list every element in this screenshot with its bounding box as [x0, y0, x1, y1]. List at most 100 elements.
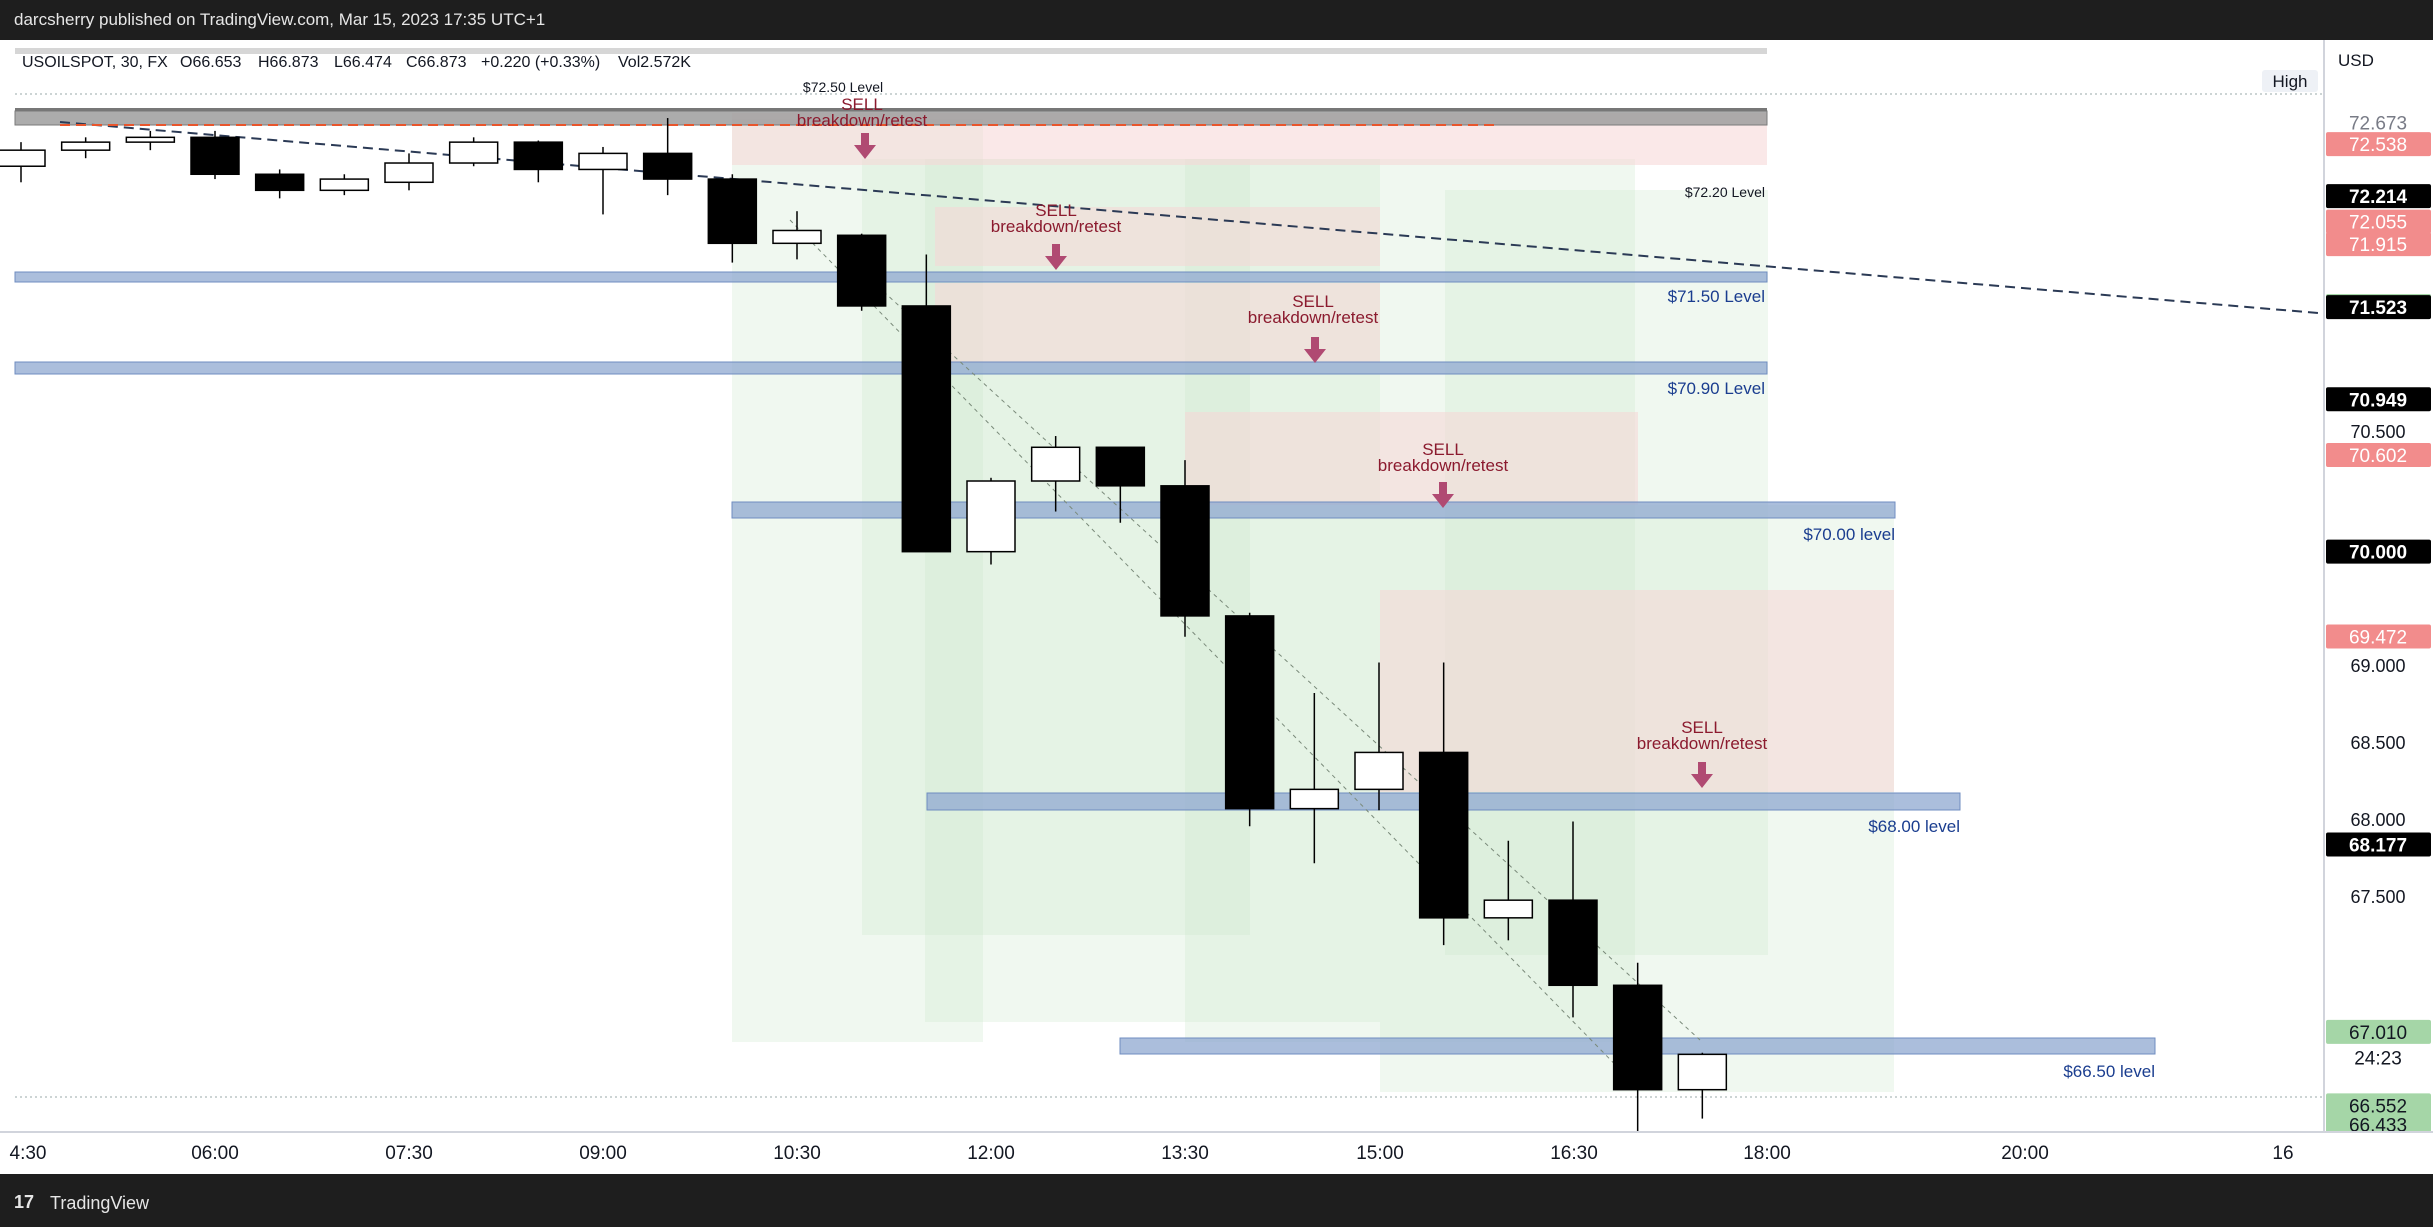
sell-label-2: SELL [1292, 292, 1334, 311]
price-tag-bg-14 [2326, 1093, 2431, 1118]
level-label-6: $66.50 level [2063, 1062, 2155, 1081]
level-label-5: $68.00 level [1868, 817, 1960, 836]
price-tag-bg-0 [2326, 110, 2431, 135]
legend-volume: Vol2.572K [618, 54, 691, 71]
sell-arrow-icon-2 [1304, 337, 1326, 363]
level-bands-layer [14, 48, 2156, 1055]
sell-zone-3 [1185, 412, 1638, 505]
candle-body-6 [384, 162, 434, 184]
sell-sub-label-4: breakdown/retest [1637, 734, 1768, 753]
candle-body-17 [1095, 446, 1146, 487]
sell-zone-1 [935, 207, 1380, 266]
candle-body-20 [1289, 788, 1340, 810]
sell-label-0: SELL [841, 95, 883, 114]
candle-body-4 [254, 173, 305, 192]
sell-sub-label-1: breakdown/retest [991, 217, 1122, 236]
time-axis-bg [0, 1133, 2433, 1174]
legend-low: L66.474 [334, 54, 392, 71]
time-tick-label-0: 4:30 [10, 1143, 47, 1164]
zones-layer [732, 113, 1894, 1092]
time-tick-label-6: 13:30 [1161, 1143, 1209, 1164]
candle-body-5 [319, 178, 370, 192]
price-tag-bg-8 [2326, 442, 2431, 467]
candle-body-8 [513, 141, 564, 171]
annotations-layer: $72.50 Level $72.20 Level $71.50 Level $70.… [797, 79, 2155, 1081]
price-tag-bg-11 [2326, 832, 2431, 857]
legend-symbol: USOILSPOT, 30, FX [22, 54, 168, 71]
price-tag-bg-3 [2326, 209, 2431, 234]
currency-label: USD [2338, 51, 2374, 70]
price-axis[interactable]: USD 70.500 69.000 68.500 68.000 67.500 72.673… [2262, 40, 2433, 1189]
candle-body-0 [0, 149, 46, 167]
sell-sub-label-0: breakdown/retest [797, 111, 928, 130]
candles-layer [0, 118, 1728, 1159]
price-tag-bg-10 [2326, 624, 2431, 649]
sell-label-3: SELL [1422, 440, 1464, 459]
sell-label-4: SELL [1681, 718, 1723, 737]
blue-band-1 [14, 361, 1768, 375]
brand-text: TradingView [50, 1193, 150, 1213]
level-label-2: $71.50 Level [1668, 287, 1765, 306]
price-tick-label-0: 70.500 [2350, 422, 2405, 442]
candle-body-9 [578, 152, 628, 171]
candle-body-7 [448, 141, 499, 164]
grey-band-edge [15, 108, 1767, 111]
high-label-bg [2262, 70, 2318, 92]
sell-arrow-icon-1 [1045, 244, 1067, 270]
sell-arrow-icon-4 [1691, 762, 1713, 788]
time-tick-label-7: 15:00 [1356, 1143, 1404, 1164]
grey-band-72-50 [15, 48, 1767, 54]
price-tag-11: 68.177 [2349, 835, 2407, 856]
level-label-0: $72.50 Level [803, 79, 883, 95]
candle-body-19 [1224, 615, 1275, 810]
price-tick-label-4: 67.500 [2350, 887, 2405, 907]
price-tag-bg-12 [2326, 1019, 2431, 1044]
blue-band-2 [731, 501, 1896, 519]
price-tag-12: 67.010 [2349, 1023, 2407, 1044]
price-tag-4: 71.915 [2349, 235, 2407, 256]
chart-area[interactable]: $72.50 Level $72.20 Level $71.50 Level $70.… [0, 40, 2433, 1189]
time-tick-label-10: 20:00 [2001, 1143, 2049, 1164]
candle-body-23 [1483, 899, 1534, 919]
price-tag-bg-4 [2326, 232, 2431, 257]
price-tag-9: 70.000 [2349, 543, 2407, 564]
price-tag-bg-9 [2326, 539, 2431, 564]
price-tag-bg-1 [2326, 132, 2431, 157]
price-tick-label-2: 68.500 [2350, 733, 2405, 753]
time-tick-label-1: 06:00 [191, 1143, 239, 1164]
price-tag-10: 69.472 [2349, 627, 2407, 648]
tradingview-logo-icon: 17 [14, 1192, 35, 1212]
publisher-header: darcsherry published on TradingView.com,… [0, 0, 2433, 40]
time-tick-label-4: 10:30 [773, 1143, 821, 1164]
time-tick-label-9: 18:00 [1743, 1143, 1791, 1164]
legend-change: +0.220 (+0.33%) [481, 54, 600, 71]
price-tag-14: 66.552 [2349, 1096, 2407, 1117]
candlestick-chart[interactable]: $72.50 Level $72.20 Level $71.50 Level $70.… [0, 40, 2433, 1189]
time-axis[interactable]: 4:30 06:00 07:30 09:00 10:30 12:00 13:30 15:00 1… [0, 1131, 2433, 1174]
candle-body-18 [1160, 485, 1210, 617]
sell-sub-label-3: breakdown/retest [1378, 456, 1509, 475]
sell-arrow-icon-3 [1432, 482, 1454, 508]
sell-label-1: SELL [1035, 201, 1077, 220]
price-tick-label-3: 68.000 [2350, 810, 2405, 830]
price-tag-7: 70.949 [2349, 390, 2407, 411]
price-tag-13: 24:23 [2354, 1049, 2402, 1070]
sell-sub-label-2: breakdown/retest [1248, 308, 1379, 327]
channel-line-b [859, 269, 1701, 1041]
candle-body-15 [966, 480, 1016, 553]
candle-body-2 [125, 136, 176, 143]
time-tick-label-11: 16 [2272, 1143, 2293, 1164]
profit-zone-5 [1445, 190, 1768, 955]
level-label-3: $70.90 Level [1668, 379, 1765, 398]
candle-body-1 [60, 141, 111, 151]
footer-bar: 17 TradingView [0, 1174, 2433, 1227]
price-tag-bg-7 [2326, 387, 2431, 412]
price-tag-0: 72.673 [2349, 113, 2407, 134]
level-label-1: $72.20 Level [1685, 184, 1765, 200]
legend-open: O66.653 [180, 54, 241, 71]
legend-high: H66.873 [258, 54, 319, 71]
candle-body-24 [1548, 899, 1598, 987]
price-tag-2: 72.214 [2349, 187, 2408, 208]
legend-layer: USOILSPOT, 30, FX O66.653 H66.873 L66.47… [22, 54, 691, 71]
blue-band-0 [14, 271, 1768, 283]
